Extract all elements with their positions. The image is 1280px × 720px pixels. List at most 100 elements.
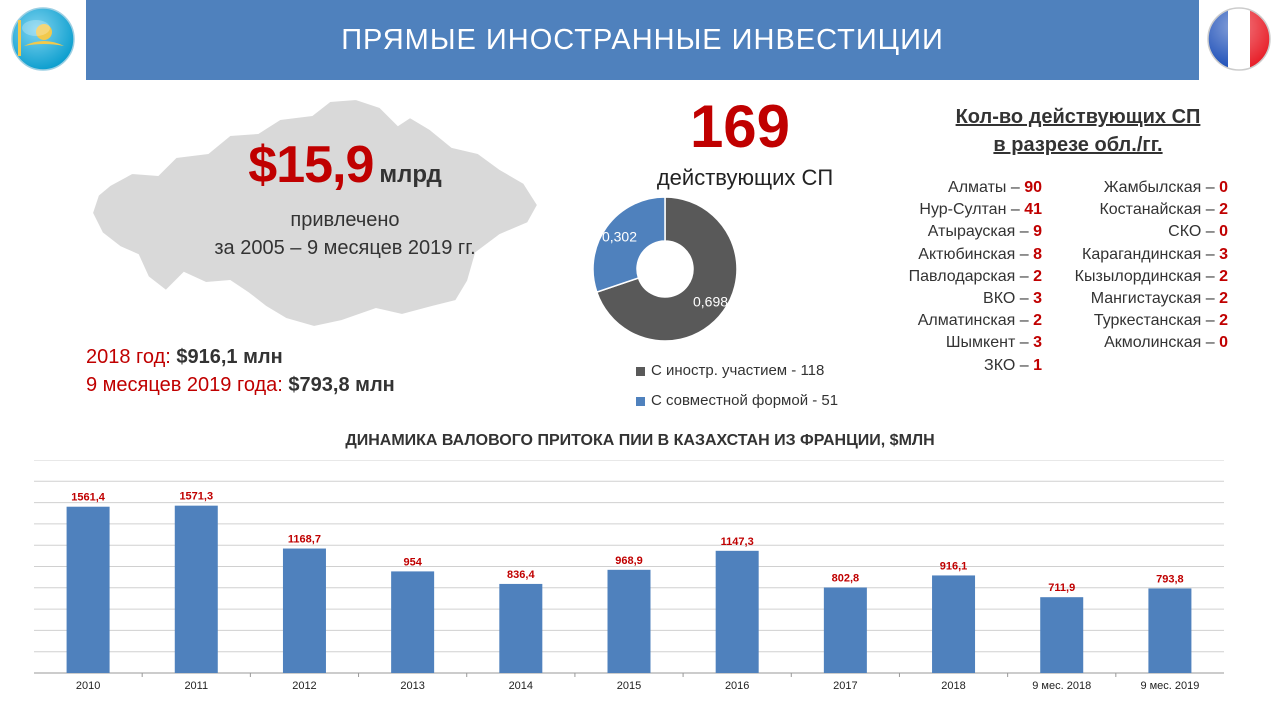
region-count: 2 bbox=[1033, 312, 1042, 330]
donut-slice bbox=[595, 196, 738, 342]
bar-chart-title: ДИНАМИКА ВАЛОВОГО ПРИТОКА ПИИ В КАЗАХСТА… bbox=[345, 432, 935, 449]
bar bbox=[932, 575, 976, 673]
legend-swatch-foreign bbox=[636, 366, 645, 376]
header-bar: ПРЯМЫЕ ИНОСТРАННЫЕ ИНВЕСТИЦИИ bbox=[86, 0, 1199, 80]
year-2018-value: $916,1 млн bbox=[176, 346, 283, 368]
region-left-row: Алматинская – 2 bbox=[880, 310, 1042, 332]
bar bbox=[391, 571, 435, 673]
region-name: Акмолинская – bbox=[1104, 334, 1220, 352]
legend-label-foreign: С иностр. участием - 118 bbox=[651, 362, 825, 379]
bar bbox=[1148, 588, 1192, 673]
attracted-line2: за 2005 – 9 месяцев 2019 гг. bbox=[214, 237, 476, 259]
bar bbox=[66, 506, 110, 673]
legend-swatch-joint bbox=[636, 396, 645, 406]
regions-title-line2: в разрезе обл./гг. bbox=[993, 134, 1163, 156]
region-count: 3 bbox=[1033, 334, 1042, 352]
joint-venture-count: 169 bbox=[689, 93, 791, 160]
region-name: Актюбинская – bbox=[918, 245, 1034, 263]
region-name: Алматы – bbox=[948, 179, 1025, 196]
joint-venture-label: действующих СП bbox=[656, 165, 834, 190]
bar-value-label: 1147,3 bbox=[721, 536, 754, 548]
bar-value-label: 916,1 bbox=[940, 560, 968, 572]
yearly-summary: 2018 год: $916,1 млн 9 месяцев 2019 года… bbox=[86, 343, 395, 399]
nine-months-2019-line: 9 месяцев 2019 года: $793,8 млн bbox=[86, 371, 395, 399]
region-name: Шымкент – bbox=[945, 334, 1034, 352]
x-tick-label: 2010 bbox=[76, 680, 100, 692]
region-name: Кызылординская – bbox=[1074, 267, 1220, 285]
bar bbox=[174, 505, 218, 673]
regions-title: Кол-во действующих СП в разрезе обл./гг. bbox=[928, 103, 1228, 159]
bar-value-label: 802,8 bbox=[832, 573, 860, 585]
attracted-caption: привлечено за 2005 – 9 месяцев 2019 гг. bbox=[160, 206, 530, 262]
regions-title-line1: Кол-во действующих СП bbox=[955, 106, 1201, 128]
region-count: 90 bbox=[1024, 179, 1042, 196]
region-count: 8 bbox=[1033, 245, 1042, 263]
region-name: Мангистауская – bbox=[1090, 290, 1220, 308]
bar-value-label: 1168,7 bbox=[288, 534, 321, 546]
x-tick-label: 2016 bbox=[725, 680, 749, 692]
bar-value-label: 793,8 bbox=[1156, 573, 1184, 585]
page-title: ПРЯМЫЕ ИНОСТРАННЫЕ ИНВЕСТИЦИИ bbox=[341, 23, 944, 56]
bar-value-label: 836,4 bbox=[507, 569, 535, 581]
region-count: 0 bbox=[1219, 179, 1228, 196]
bar bbox=[715, 550, 759, 673]
bar-value-label: 968,9 bbox=[615, 555, 643, 567]
region-count: 2 bbox=[1033, 267, 1042, 285]
donut-legend: С иностр. участием - 118 С совместной фо… bbox=[636, 356, 838, 416]
donut-slice-label: 0,302 bbox=[602, 228, 637, 244]
x-tick-label: 2011 bbox=[184, 680, 208, 692]
bar bbox=[282, 548, 326, 673]
x-tick-label: 2015 bbox=[617, 680, 641, 692]
year-2018-label: 2018 год: bbox=[86, 346, 177, 368]
bar bbox=[823, 587, 867, 673]
region-count: 2 bbox=[1219, 267, 1228, 285]
bar bbox=[499, 583, 543, 673]
region-count: 9 bbox=[1033, 223, 1042, 241]
region-left-row: Атырауская – 9 bbox=[880, 221, 1042, 243]
region-name: Костанайская – bbox=[1099, 201, 1220, 219]
region-count: 3 bbox=[1033, 290, 1042, 308]
region-name: Карагандинская – bbox=[1082, 245, 1220, 263]
region-right-row: Костанайская – 2 bbox=[1060, 199, 1228, 221]
total-investment: $15,9 млрд bbox=[200, 135, 490, 195]
donut-slice bbox=[592, 196, 666, 294]
year-2018-line: 2018 год: $916,1 млн bbox=[86, 343, 395, 371]
region-count: 1 bbox=[1033, 356, 1042, 374]
x-tick-label: 9 мес. 2019 bbox=[1140, 680, 1199, 692]
region-count: 0 bbox=[1219, 334, 1228, 352]
region-count: 0 bbox=[1219, 223, 1228, 241]
bar-value-label: 1561,4 bbox=[71, 492, 106, 504]
region-name: СКО – bbox=[1168, 223, 1220, 241]
region-left-row: Алматы – 90 bbox=[880, 177, 1042, 199]
bar bbox=[607, 569, 651, 673]
region-count: 2 bbox=[1219, 201, 1228, 219]
region-name: Нур-Султан – bbox=[919, 201, 1025, 219]
legend-item-joint: С совместной формой - 51 bbox=[636, 386, 838, 416]
kazakhstan-flag-icon bbox=[11, 7, 75, 71]
region-right-row: Кызылординская – 2 bbox=[1060, 266, 1228, 288]
legend-item-foreign: С иностр. участием - 118 bbox=[636, 356, 838, 386]
region-left-row: Павлодарская – 2 bbox=[880, 266, 1042, 288]
bar-value-label: 711,9 bbox=[1048, 582, 1075, 594]
region-right-row: Акмолинская – 0 bbox=[1060, 332, 1228, 354]
region-left-row: Актюбинская – 8 bbox=[880, 244, 1042, 266]
x-tick-label: 2018 bbox=[941, 680, 965, 692]
total-amount: $15,9 bbox=[248, 136, 374, 194]
nine-months-2019-value: $793,8 млн bbox=[288, 374, 395, 396]
joint-venture-donut-chart: 0,698 0,302 bbox=[592, 196, 738, 342]
region-name: Павлодарская – bbox=[908, 267, 1034, 285]
region-count: 41 bbox=[1024, 201, 1042, 219]
x-tick-label: 9 мес. 2018 bbox=[1032, 680, 1091, 692]
bar-value-label: 954 bbox=[403, 556, 422, 568]
region-count: 2 bbox=[1219, 290, 1228, 308]
region-left-row: ЗКО – 1 bbox=[880, 355, 1042, 377]
nine-months-2019-label: 9 месяцев 2019 года: bbox=[86, 374, 289, 396]
region-right-row: Туркестанская – 2 bbox=[1060, 310, 1228, 332]
bar bbox=[1040, 597, 1084, 673]
donut-slice-label: 0,698 bbox=[693, 294, 728, 310]
region-name: ЗКО – bbox=[984, 356, 1034, 374]
region-left-row: Нур-Султан – 41 bbox=[880, 199, 1042, 221]
x-tick-label: 2013 bbox=[400, 680, 424, 692]
attracted-line1: привлечено bbox=[290, 209, 400, 231]
region-right-row: Жамбылская – 0 bbox=[1060, 177, 1228, 199]
